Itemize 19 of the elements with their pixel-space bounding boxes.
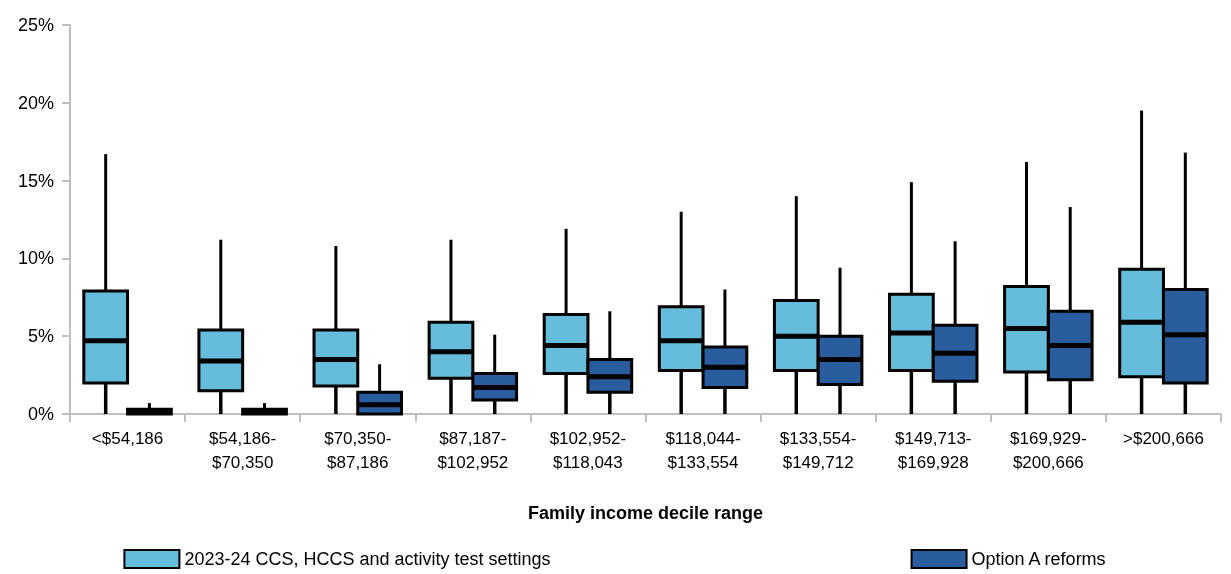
legend-label: Option A reforms [971,549,1106,569]
x-tick-label: $54,186- $70,350 [209,428,277,472]
x-tick-label: $169,929- $200,666 [1010,428,1087,472]
x-tick-label: $149,713- $169,928 [894,428,972,472]
x-tick-label: $70,350- $87,186 [324,428,392,472]
legend-label: 2023-24 CCS, HCCS and activity test settings [184,549,551,569]
x-tick-label: <$54,186 [91,428,164,448]
x-axis-title: Family income decile range [527,503,764,523]
x-tick-label: $133,554- $149,712 [779,428,857,472]
y-tick-label: 0% [27,404,54,424]
x-tick-label: $102,952- $118,043 [549,428,627,472]
x-tick-label: >$200,666 [1123,428,1204,448]
x-tick-label: $118,044- $133,554 [665,428,741,472]
y-tick-label: 25% [17,15,54,35]
y-tick-label: 20% [17,92,54,113]
y-tick-label: 15% [17,170,54,191]
y-tick-label: 10% [17,248,54,269]
y-tick-label: 5% [27,326,54,347]
x-tick-label: $87,187- $102,952 [437,428,509,472]
